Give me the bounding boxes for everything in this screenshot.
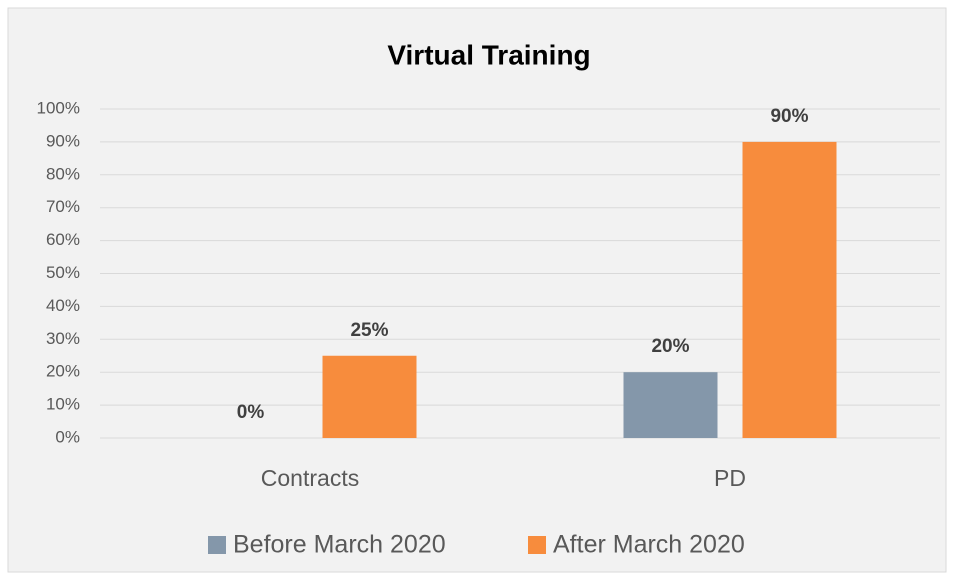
- y-tick-label: 50%: [46, 263, 80, 282]
- x-tick-label: PD: [714, 465, 746, 491]
- y-tick-label: 80%: [46, 164, 80, 183]
- data-label: 90%: [770, 106, 808, 127]
- y-tick-label: 60%: [46, 230, 80, 249]
- y-tick-label: 100%: [37, 98, 80, 117]
- data-label: 20%: [651, 336, 689, 357]
- bar: [322, 355, 417, 438]
- legend-swatch: [528, 536, 546, 554]
- legend-swatch: [208, 536, 226, 554]
- bar: [742, 141, 837, 438]
- y-tick-label: 10%: [46, 395, 80, 414]
- data-label: 0%: [237, 402, 265, 423]
- y-tick-label: 40%: [46, 296, 80, 315]
- legend-label: After March 2020: [553, 531, 745, 559]
- bar: [623, 372, 718, 438]
- data-label: 25%: [350, 320, 388, 341]
- legend-label: Before March 2020: [233, 531, 446, 559]
- y-tick-label: 0%: [55, 427, 80, 446]
- y-tick-label: 70%: [46, 197, 80, 216]
- y-tick-label: 30%: [46, 329, 80, 348]
- x-tick-label: Contracts: [261, 465, 359, 491]
- chart-title: Virtual Training: [387, 39, 590, 70]
- y-tick-label: 20%: [46, 362, 80, 381]
- y-tick-label: 90%: [46, 131, 80, 150]
